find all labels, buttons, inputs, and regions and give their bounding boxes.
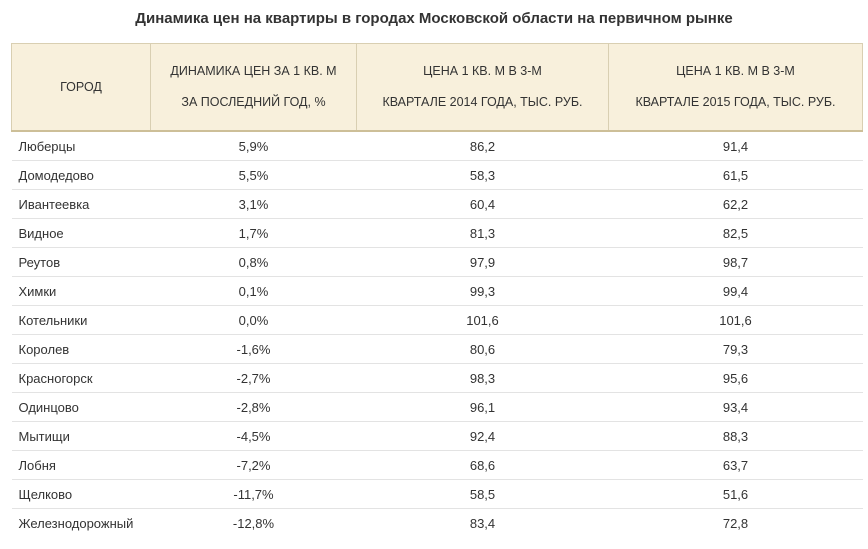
price-2015-cell: 93,4 [608,392,863,422]
change-cell: -12,8% [232,515,275,531]
table-row: Видное 1,7% 81,3 82,5 [11,218,863,248]
table-row: Домодедово 5,5% 58,3 61,5 [11,160,863,190]
city-cell: Домодедово [11,160,151,190]
city-cell: Ивантеевка [11,189,151,219]
price-2015-cell: 82,5 [608,218,863,248]
header-price-2014: ЦЕНА 1 КВ. М В 3-М КВАРТАЛЕ 2014 ГОДА, Т… [356,43,609,132]
city-cell: Красногорск [11,363,151,393]
price-2015-cell: 101,6 [608,305,863,335]
header-change: ДИНАМИКА ЦЕН ЗА 1 КВ. М ЗА ПОСЛЕДНИЙ ГОД… [150,43,357,132]
price-table: ГОРОД ДИНАМИКА ЦЕН ЗА 1 КВ. М ЗА ПОСЛЕДН… [11,43,863,537]
change-cell: 5,9% [150,131,357,161]
table-row: Красногорск -2,7% 98,3 95,6 [11,363,863,393]
table-row: Люберцы 5,9% 86,2 91,4 [11,131,863,161]
header-row: ГОРОД ДИНАМИКА ЦЕН ЗА 1 КВ. М ЗА ПОСЛЕДН… [11,43,863,132]
table-row: Лобня -7,2% 68,6 63,7 [11,450,863,480]
table-row: Реутов 0,8% 97,9 98,7 [11,247,863,277]
change-cell: 5,5% [150,160,357,190]
table-row: Котельники 0,0% 101,6 101,6 [11,305,863,335]
city-cell: Люберцы [11,131,151,161]
change-cell: -1,6% [150,334,357,364]
change-cell: 3,1% [150,189,357,219]
price-2015-cell: 98,7 [608,247,863,277]
table-row: Щелково -11,7% 58,5 51,6 [11,479,863,509]
table-row: Ивантеевка 3,1% 60,4 62,2 [11,189,863,219]
price-2015-cell: 91,4 [608,131,863,161]
price-2014-cell: 68,6 [356,450,609,480]
header-city-label: ГОРОД [60,79,102,94]
price-2015-cell: 61,5 [608,160,863,190]
header-change-line-1: ДИНАМИКА ЦЕН ЗА 1 КВ. М [170,64,337,78]
price-2014-cell: 97,9 [356,247,609,277]
city-cell: Одинцово [11,392,151,422]
price-2015-cell: 72,8 [722,515,749,531]
price-2015-cell: 63,7 [608,450,863,480]
change-cell: -11,7% [150,479,357,509]
city-cell: Железнодорожный [18,515,134,531]
header-price-2015-line-2: КВАРТАЛЕ 2015 ГОДА, ТЫС. РУБ. [635,95,836,109]
change-cell: -7,2% [150,450,357,480]
header-price-2014-line-2: КВАРТАЛЕ 2014 ГОДА, ТЫС. РУБ. [382,95,583,109]
table-header: ГОРОД ДИНАМИКА ЦЕН ЗА 1 КВ. М ЗА ПОСЛЕДН… [11,43,863,132]
price-2014-cell: 96,1 [356,392,609,422]
price-2015-cell: 95,6 [608,363,863,393]
city-cell: Лобня [11,450,151,480]
price-2014-cell: 60,4 [356,189,609,219]
price-2014-cell: 98,3 [356,363,609,393]
change-cell: 0,8% [150,247,357,277]
price-2014-cell: 99,3 [356,276,609,306]
city-cell: Химки [11,276,151,306]
city-cell: Котельники [11,305,151,335]
change-cell: 0,1% [150,276,357,306]
price-2015-cell: 99,4 [608,276,863,306]
header-price-2015-line-1: ЦЕНА 1 КВ. М В 3-М [676,64,795,78]
price-2015-cell: 88,3 [608,421,863,451]
price-2014-cell: 86,2 [356,131,609,161]
price-2014-cell: 80,6 [356,334,609,364]
price-2015-cell: 62,2 [608,189,863,219]
price-2015-cell: 51,6 [608,479,863,509]
city-cell: Щелково [11,479,151,509]
change-cell: -4,5% [150,421,357,451]
price-2015-cell: 79,3 [608,334,863,364]
table-title: Динамика цен на квартиры в городах Моско… [135,10,733,27]
table-row: Железнодорожный -12,8% 83,4 72,8 [12,509,863,538]
header-change-line-2: ЗА ПОСЛЕДНИЙ ГОД, % [181,95,326,109]
table-row: Химки 0,1% 99,3 99,4 [11,276,863,306]
header-city: ГОРОД [11,43,151,132]
table-body: Люберцы 5,9% 86,2 91,4 Домодедово 5,5% 58,3 61,… [11,131,863,538]
city-cell: Видное [11,218,151,248]
price-2014-cell: 101,6 [356,305,609,335]
header-price-2014-line-1: ЦЕНА 1 КВ. М В 3-М [423,64,542,78]
header-price-2015: ЦЕНА 1 КВ. М В 3-М КВАРТАЛЕ 2015 ГОДА, Т… [608,43,863,132]
change-cell: 0,0% [150,305,357,335]
table-row: Королев -1,6% 80,6 79,3 [11,334,863,364]
table-row: Одинцово -2,8% 96,1 93,4 [11,392,863,422]
change-cell: -2,7% [150,363,357,393]
city-cell: Мытищи [11,421,151,451]
table-row: Мытищи -4,5% 92,4 88,3 [11,421,863,451]
price-2014-cell: 58,3 [356,160,609,190]
city-cell: Королев [11,334,151,364]
change-cell: 1,7% [150,218,357,248]
price-2014-cell: 81,3 [356,218,609,248]
change-cell: -2,8% [150,392,357,422]
city-cell: Реутов [11,247,151,277]
price-2014-cell: 83,4 [469,515,496,531]
price-2014-cell: 92,4 [356,421,609,451]
price-2014-cell: 58,5 [356,479,609,509]
